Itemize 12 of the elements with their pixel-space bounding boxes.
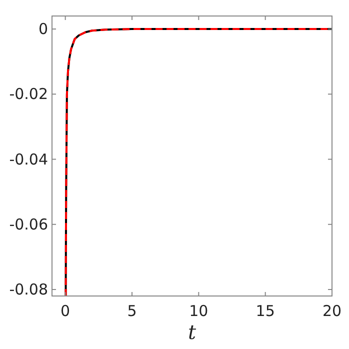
x-tick-label: 15 [256, 302, 275, 320]
line-series [64, 28, 332, 296]
y-tick-label: -0.02 [9, 85, 48, 104]
y-tick-label: -0.06 [9, 215, 48, 234]
x-tick-label: 0 [60, 302, 70, 320]
y-tick-label: -0.04 [9, 150, 48, 168]
x-tick-label: 10 [189, 302, 208, 320]
x-tick-label: 20 [322, 302, 342, 320]
x-tick-label: 5 [127, 302, 137, 320]
y-tick-label: -0.08 [9, 280, 48, 298]
y-tick-label: 0 [38, 20, 48, 38]
x-axis-title: t [188, 320, 197, 344]
